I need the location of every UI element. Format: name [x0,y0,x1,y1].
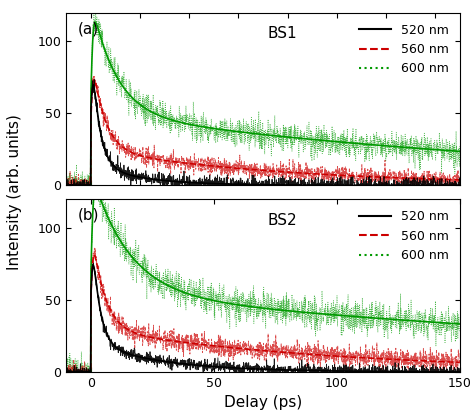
Legend: 520 nm, 560 nm, 600 nm: 520 nm, 560 nm, 600 nm [355,19,454,80]
Text: BS2: BS2 [268,213,298,228]
Text: (a): (a) [78,21,99,36]
X-axis label: Delay (ps): Delay (ps) [224,395,302,410]
Text: Intensity (arb. units): Intensity (arb. units) [7,115,22,270]
Legend: 520 nm, 560 nm, 600 nm: 520 nm, 560 nm, 600 nm [355,205,454,267]
Text: (b): (b) [78,208,100,223]
Text: BS1: BS1 [268,26,298,41]
